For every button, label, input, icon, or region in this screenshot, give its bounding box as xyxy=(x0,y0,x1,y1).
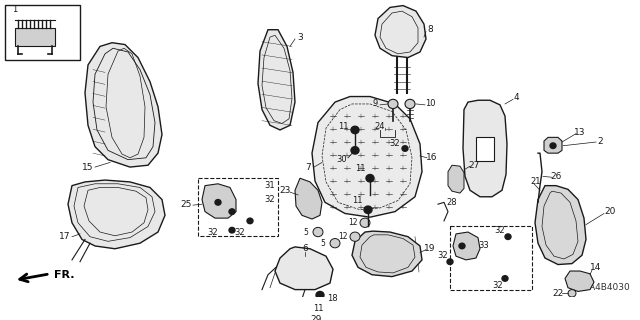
Circle shape xyxy=(447,259,453,265)
Circle shape xyxy=(313,228,323,237)
Text: 8: 8 xyxy=(427,25,433,34)
Text: 13: 13 xyxy=(574,128,586,137)
Circle shape xyxy=(505,234,511,239)
Text: 4: 4 xyxy=(513,93,519,102)
Polygon shape xyxy=(312,97,422,217)
Polygon shape xyxy=(463,100,507,197)
Circle shape xyxy=(229,209,235,214)
Text: 32: 32 xyxy=(235,228,245,236)
Circle shape xyxy=(351,126,359,134)
Circle shape xyxy=(351,147,359,154)
Text: 32: 32 xyxy=(495,226,506,235)
Text: 11: 11 xyxy=(355,164,365,173)
Circle shape xyxy=(568,290,576,297)
Text: 23: 23 xyxy=(279,186,291,195)
Circle shape xyxy=(402,146,408,151)
Text: 28: 28 xyxy=(447,198,458,207)
Text: 10: 10 xyxy=(425,100,435,108)
Text: 12: 12 xyxy=(339,232,348,241)
Text: 32: 32 xyxy=(390,140,400,148)
Text: 7: 7 xyxy=(305,163,311,172)
Polygon shape xyxy=(535,186,586,265)
Text: 31: 31 xyxy=(265,181,275,190)
Text: 11: 11 xyxy=(313,304,323,313)
Circle shape xyxy=(215,200,221,205)
Polygon shape xyxy=(275,247,333,290)
Circle shape xyxy=(364,206,372,213)
Polygon shape xyxy=(85,43,162,167)
Bar xyxy=(476,137,494,161)
Text: 11: 11 xyxy=(352,196,362,205)
Polygon shape xyxy=(448,165,464,193)
Text: 16: 16 xyxy=(426,153,438,162)
Text: 26: 26 xyxy=(550,172,562,181)
Text: 2: 2 xyxy=(597,137,603,146)
Text: FR.: FR. xyxy=(54,270,74,280)
Text: 22: 22 xyxy=(552,289,564,298)
Text: TYA4B4030: TYA4B4030 xyxy=(579,284,630,292)
Text: 17: 17 xyxy=(60,232,71,241)
Text: 29: 29 xyxy=(310,315,322,320)
Text: 12: 12 xyxy=(348,218,358,227)
Polygon shape xyxy=(453,232,480,260)
Circle shape xyxy=(229,228,235,233)
Text: 25: 25 xyxy=(180,200,192,209)
Bar xyxy=(450,227,532,290)
Text: 14: 14 xyxy=(590,263,602,272)
Polygon shape xyxy=(202,184,236,218)
Polygon shape xyxy=(258,30,295,130)
Text: 32: 32 xyxy=(208,228,218,236)
Circle shape xyxy=(502,276,508,281)
Text: 30: 30 xyxy=(337,155,348,164)
Circle shape xyxy=(459,243,465,249)
Text: 9: 9 xyxy=(372,100,378,108)
Circle shape xyxy=(247,218,253,224)
Text: 3: 3 xyxy=(297,33,303,42)
Text: 15: 15 xyxy=(83,163,93,172)
Text: 11: 11 xyxy=(338,122,348,131)
Circle shape xyxy=(360,218,370,228)
Text: 5: 5 xyxy=(321,239,325,248)
Bar xyxy=(15,28,55,46)
Polygon shape xyxy=(565,271,594,292)
Text: 21: 21 xyxy=(531,177,541,187)
Text: 1: 1 xyxy=(12,5,18,14)
Text: 24: 24 xyxy=(375,122,385,131)
Circle shape xyxy=(316,292,324,299)
Text: 32: 32 xyxy=(265,195,275,204)
Text: 33: 33 xyxy=(479,242,490,251)
Circle shape xyxy=(405,99,415,108)
Bar xyxy=(198,178,278,236)
Circle shape xyxy=(330,238,340,248)
Polygon shape xyxy=(375,5,426,58)
Text: 18: 18 xyxy=(326,294,337,303)
Text: 20: 20 xyxy=(604,207,616,216)
Bar xyxy=(5,5,80,60)
Text: 19: 19 xyxy=(424,244,436,253)
Polygon shape xyxy=(68,180,165,249)
Circle shape xyxy=(366,174,374,182)
Text: 6: 6 xyxy=(302,244,308,253)
Text: 5: 5 xyxy=(303,228,308,236)
Text: 32: 32 xyxy=(438,251,448,260)
Polygon shape xyxy=(295,178,322,219)
Text: 32: 32 xyxy=(493,281,503,290)
Circle shape xyxy=(388,99,398,108)
Circle shape xyxy=(550,143,556,148)
Polygon shape xyxy=(352,231,422,276)
Polygon shape xyxy=(544,137,562,153)
Text: 27: 27 xyxy=(468,161,480,170)
Circle shape xyxy=(350,232,360,241)
